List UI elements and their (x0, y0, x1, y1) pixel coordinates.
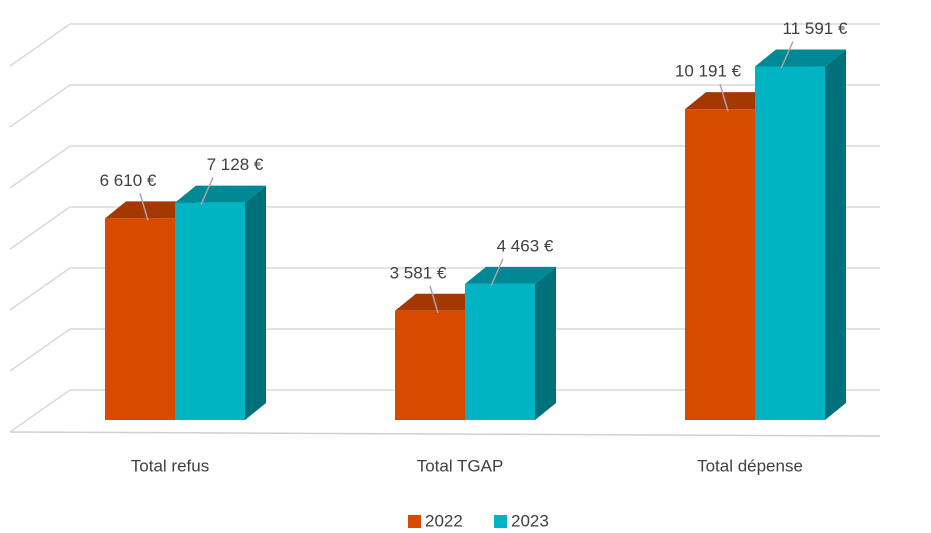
bar (465, 266, 556, 420)
data-label: 3 581 € (390, 263, 447, 282)
leader-line (719, 83, 729, 112)
bar-side (535, 266, 556, 420)
x-tick-label: Total TGAP (417, 456, 504, 475)
leader-line (780, 41, 794, 69)
data-label: 10 191 € (675, 62, 742, 81)
bar-side (825, 49, 846, 421)
grid-line (9, 145, 880, 189)
bar-top (685, 92, 776, 110)
bar-front (755, 66, 825, 421)
data-label: 6 610 € (100, 171, 157, 190)
legend-swatch (494, 515, 507, 528)
bar-front (395, 310, 465, 420)
bar-side (245, 185, 266, 420)
grid-line (9, 389, 880, 433)
bar-front (465, 283, 535, 420)
leader-line (139, 193, 149, 221)
bar-top (395, 293, 486, 311)
grid-line (9, 84, 880, 128)
data-label: 11 591 € (783, 19, 848, 38)
grid-line (9, 267, 880, 311)
legend-swatch (408, 515, 421, 528)
bar-top (465, 266, 556, 284)
grid-line (9, 206, 880, 250)
bar-top (755, 49, 846, 67)
data-label: 7 128 € (207, 155, 264, 174)
bar (175, 185, 266, 420)
bar-front (685, 109, 755, 420)
grid-line (9, 328, 880, 372)
bar (755, 49, 846, 421)
bar-top (175, 185, 266, 203)
legend-label: 2023 (511, 511, 549, 530)
leader-line (490, 258, 504, 287)
grid-line (9, 23, 880, 67)
leader-line (429, 285, 439, 313)
x-tick-label: Total refus (131, 456, 209, 475)
legend-label: 2022 (425, 511, 463, 530)
bar-front (105, 218, 175, 420)
bar-front (175, 202, 245, 420)
data-label: 4 463 € (497, 236, 554, 255)
floor-edge (9, 431, 881, 437)
bar-top (105, 201, 196, 219)
leader-line (200, 177, 214, 205)
x-tick-label: Total dépense (697, 456, 803, 475)
